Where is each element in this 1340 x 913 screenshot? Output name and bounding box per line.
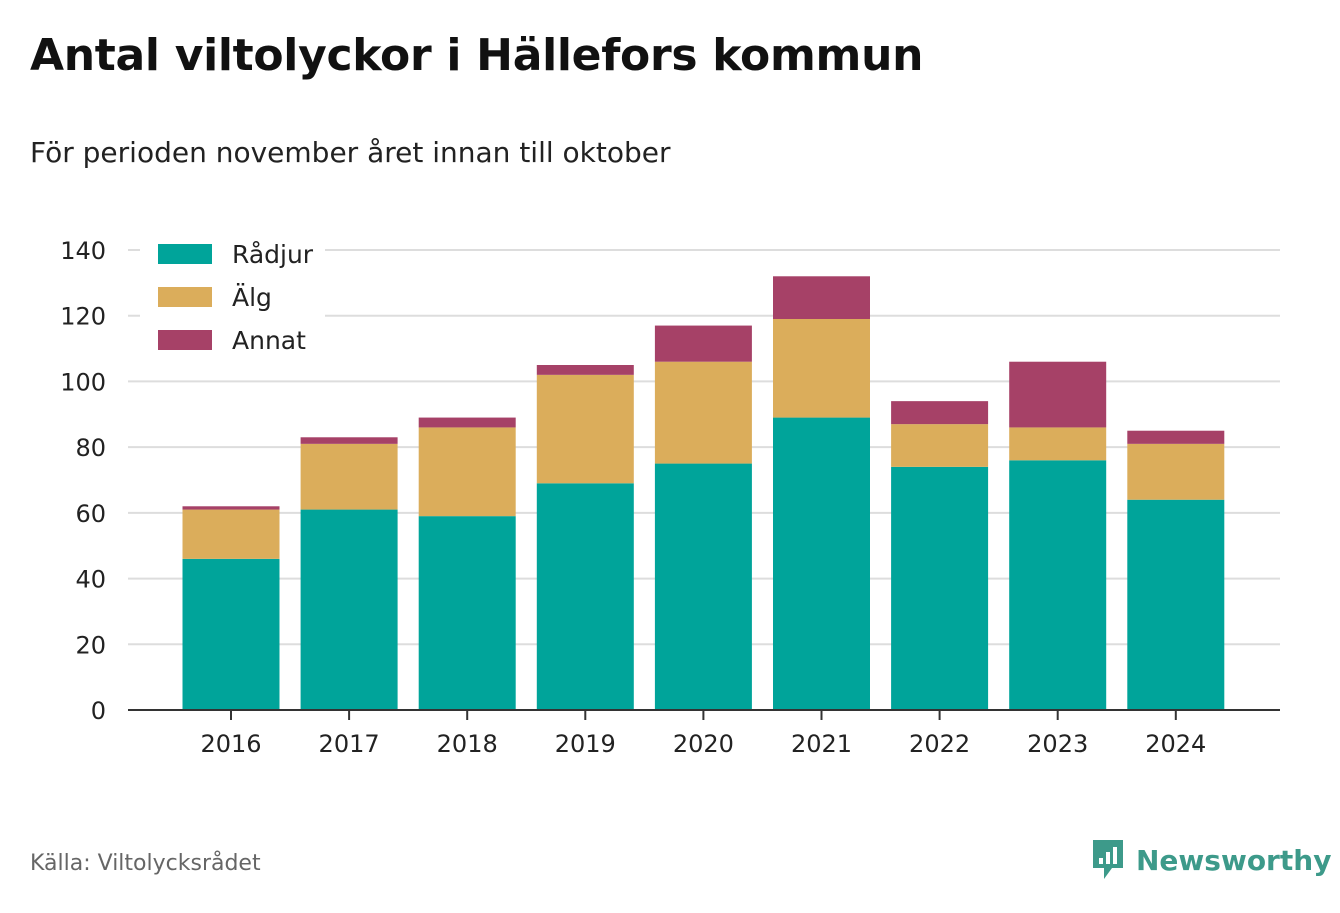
x-tick-label: 2023 (1027, 730, 1088, 758)
bar-segment-annat (300, 437, 398, 444)
legend: Rådjur Älg Annat (140, 236, 325, 360)
y-axis: 0 20 40 60 80 100 120 140 (60, 237, 106, 725)
brand-logo: Newsworthy (1090, 838, 1331, 882)
bar-segment-rådjur (1127, 499, 1225, 710)
bar-segment-älg (1127, 443, 1225, 500)
y-tick-label: 20 (75, 631, 106, 659)
y-tick-label: 0 (91, 697, 106, 725)
legend-swatch (158, 330, 212, 350)
x-tick-labels: 2016 2017 2018 2019 2020 2021 2022 2023 2024 (200, 730, 1206, 758)
newsworthy-logo-icon (1093, 840, 1123, 879)
y-tick-label: 100 (60, 368, 106, 396)
bar-segment-rådjur (654, 463, 752, 710)
bar-segment-älg (418, 427, 516, 517)
bar-segment-annat (182, 506, 280, 510)
y-tick-label: 40 (75, 566, 106, 594)
y-tick-label: 120 (60, 303, 106, 331)
brand-name: Newsworthy (1136, 843, 1332, 877)
bar-segment-älg (773, 319, 870, 418)
bar-segment-annat (536, 365, 634, 375)
bar-segment-annat (1127, 430, 1225, 444)
bar-segment-annat (1009, 361, 1107, 428)
bar-segment-rådjur (182, 558, 280, 710)
legend-swatch (158, 244, 212, 264)
y-tick-label: 80 (75, 434, 106, 462)
x-tick-label: 2022 (909, 730, 970, 758)
x-axis (128, 709, 1280, 720)
bar-segment-rådjur (1009, 460, 1107, 710)
legend-swatch (158, 287, 212, 307)
bar-segment-rådjur (300, 509, 398, 710)
x-tick-label: 2024 (1145, 730, 1206, 758)
bar-segment-annat (773, 276, 870, 319)
bar-segment-rådjur (418, 516, 516, 710)
x-tick-label: 2020 (673, 730, 734, 758)
legend-label: Älg (232, 283, 272, 312)
x-tick-label: 2021 (791, 730, 852, 758)
source-note: Källa: Viltolycksrådet (30, 851, 261, 876)
chart-subtitle: För perioden november året innan till ok… (30, 136, 671, 169)
legend-label: Annat (232, 326, 306, 355)
x-tick-label: 2019 (555, 730, 616, 758)
bar-segment-älg (1009, 427, 1107, 461)
bar-segment-rådjur (536, 483, 634, 710)
bar-segment-annat (891, 401, 989, 425)
bar-segment-rådjur (773, 417, 870, 710)
y-tick-label: 60 (75, 500, 106, 528)
bar-segment-annat (418, 417, 516, 428)
bars (182, 276, 1225, 710)
bar-segment-annat (654, 325, 752, 362)
chart-title: Antal viltolyckor i Hällefors kommun (30, 30, 924, 81)
legend-label: Rådjur (232, 240, 314, 269)
bar-segment-älg (182, 509, 280, 559)
bar-segment-älg (654, 361, 752, 464)
x-tick-label: 2016 (200, 730, 261, 758)
bar-segment-älg (536, 374, 634, 484)
bar-segment-rådjur (891, 466, 989, 710)
x-tick-label: 2018 (437, 730, 498, 758)
bar-segment-älg (300, 443, 398, 510)
x-tick-label: 2017 (319, 730, 380, 758)
bar-segment-älg (891, 424, 989, 467)
y-tick-label: 140 (60, 237, 106, 265)
